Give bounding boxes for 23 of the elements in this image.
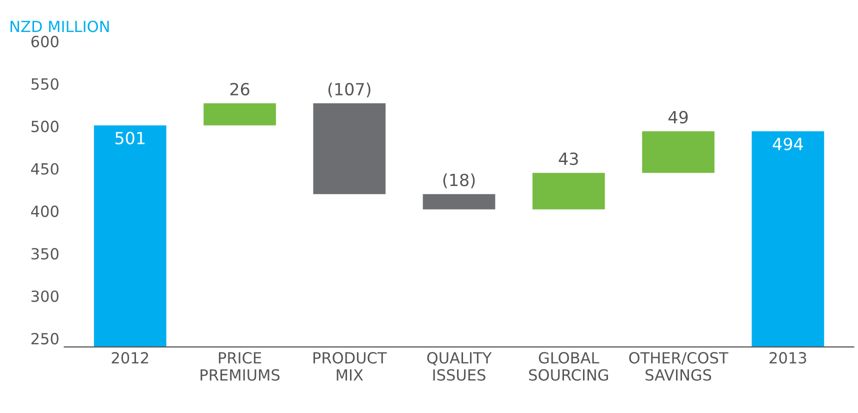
data-label: (107) xyxy=(328,82,370,98)
data-label: 26 xyxy=(230,82,250,96)
x-tick-label: 2013 xyxy=(770,352,806,364)
y-axis-title: NZD MILLION xyxy=(10,20,109,32)
data-label: (18) xyxy=(443,173,475,188)
y-tick-label: 300 xyxy=(31,290,58,302)
y-tick-label: 400 xyxy=(31,206,58,218)
data-label: 43 xyxy=(558,152,578,166)
x-tick-label: 2012 xyxy=(112,352,148,364)
y-tick-label: 250 xyxy=(31,332,58,344)
y-tick-label: 450 xyxy=(31,163,58,175)
data-label: 501 xyxy=(116,132,144,144)
x-tick-label: OTHER/COST SAVINGS xyxy=(629,352,728,381)
y-tick-label: 550 xyxy=(32,78,58,90)
data-label: 49 xyxy=(668,110,688,124)
y-tick-label: 350 xyxy=(31,248,58,260)
x-tick-label: QUALITY ISSUES xyxy=(427,352,492,381)
x-tick-label: PRODUCT MIX xyxy=(313,352,387,380)
y-tick-label: 600 xyxy=(31,36,58,48)
x-tick-label: PRICE PREMIUMS xyxy=(200,352,280,381)
x-tick-label: GLOBAL SOURCING xyxy=(529,352,608,381)
data-label: 494 xyxy=(772,138,803,150)
y-tick-label: 500 xyxy=(32,120,58,132)
